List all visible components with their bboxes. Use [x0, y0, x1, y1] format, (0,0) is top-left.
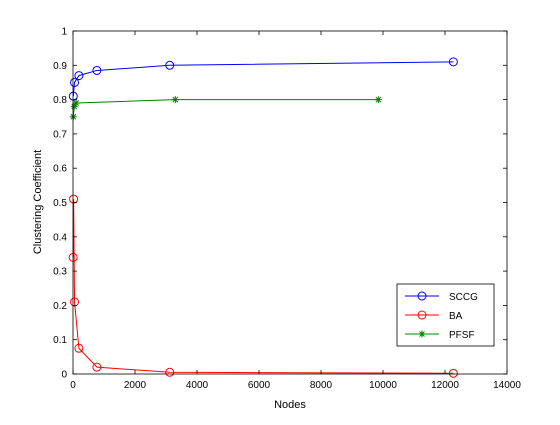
data-point-ba — [448, 368, 458, 378]
x-tick-label: 2000 — [124, 380, 147, 391]
x-tick-label: 0 — [70, 380, 76, 391]
y-tick-label: 0.6 — [53, 164, 67, 175]
series-line-ba — [72, 199, 454, 374]
data-point-sccg — [448, 57, 458, 67]
data-point-pfsf — [374, 96, 382, 104]
y-tick-label: 0.3 — [53, 267, 67, 278]
legend-item-sccg: SCCG — [405, 291, 478, 303]
legend-marker-sccg — [417, 291, 427, 301]
data-point-sccg — [70, 77, 80, 87]
y-tick-label: 0.4 — [53, 232, 67, 243]
y-tick-label: 0.9 — [53, 61, 67, 72]
data-point-pfsf — [72, 99, 80, 107]
x-tick-label: 6000 — [248, 380, 271, 391]
legend-label-sccg: SCCG — [449, 292, 478, 303]
legend-marker-ba — [417, 310, 427, 320]
y-tick-label: 0.5 — [53, 198, 67, 209]
series-line-sccg — [72, 61, 454, 97]
data-point-sccg — [165, 60, 175, 70]
y-axis-label: Clustering Coefficient — [32, 150, 44, 254]
x-tick-label: 14000 — [493, 380, 521, 391]
legend: SCCG BA PFSF — [396, 283, 495, 347]
x-ticks: 0 2000 4000 6000 8000 10000 12000 14000 — [70, 31, 521, 391]
data-point-sccg — [92, 65, 102, 75]
legend-label-pfsf: PFSF — [449, 330, 475, 341]
y-tick-label: 0.8 — [53, 95, 67, 106]
data-point-ba — [92, 362, 102, 372]
x-axis-label: Nodes — [274, 399, 306, 411]
x-tick-label: 8000 — [310, 380, 333, 391]
data-point-sccg — [74, 71, 84, 81]
y-ticks: 0 0.1 0.2 0.3 0.4 0.5 0.6 0.7 0.8 0.9 1 — [53, 27, 507, 381]
y-tick-label: 1 — [61, 27, 67, 38]
legend-item-pfsf: PFSF — [405, 330, 475, 341]
y-tick-label: 0.7 — [53, 129, 67, 140]
y-tick-label: 0 — [61, 370, 67, 381]
x-tick-label: 4000 — [186, 380, 209, 391]
data-point-ba — [69, 194, 79, 204]
legend-item-ba: BA — [405, 310, 463, 322]
data-point-ba — [74, 343, 84, 353]
data-point-ba — [165, 367, 175, 377]
data-point-ba — [70, 297, 80, 307]
x-tick-label: 12000 — [431, 380, 459, 391]
x-tick-label: 10000 — [369, 380, 397, 391]
data-point-pfsf — [171, 96, 179, 104]
legend-marker-pfsf — [418, 330, 426, 338]
legend-label-ba: BA — [449, 311, 463, 322]
y-tick-label: 0.2 — [53, 301, 67, 312]
y-tick-label: 0.1 — [53, 335, 67, 346]
